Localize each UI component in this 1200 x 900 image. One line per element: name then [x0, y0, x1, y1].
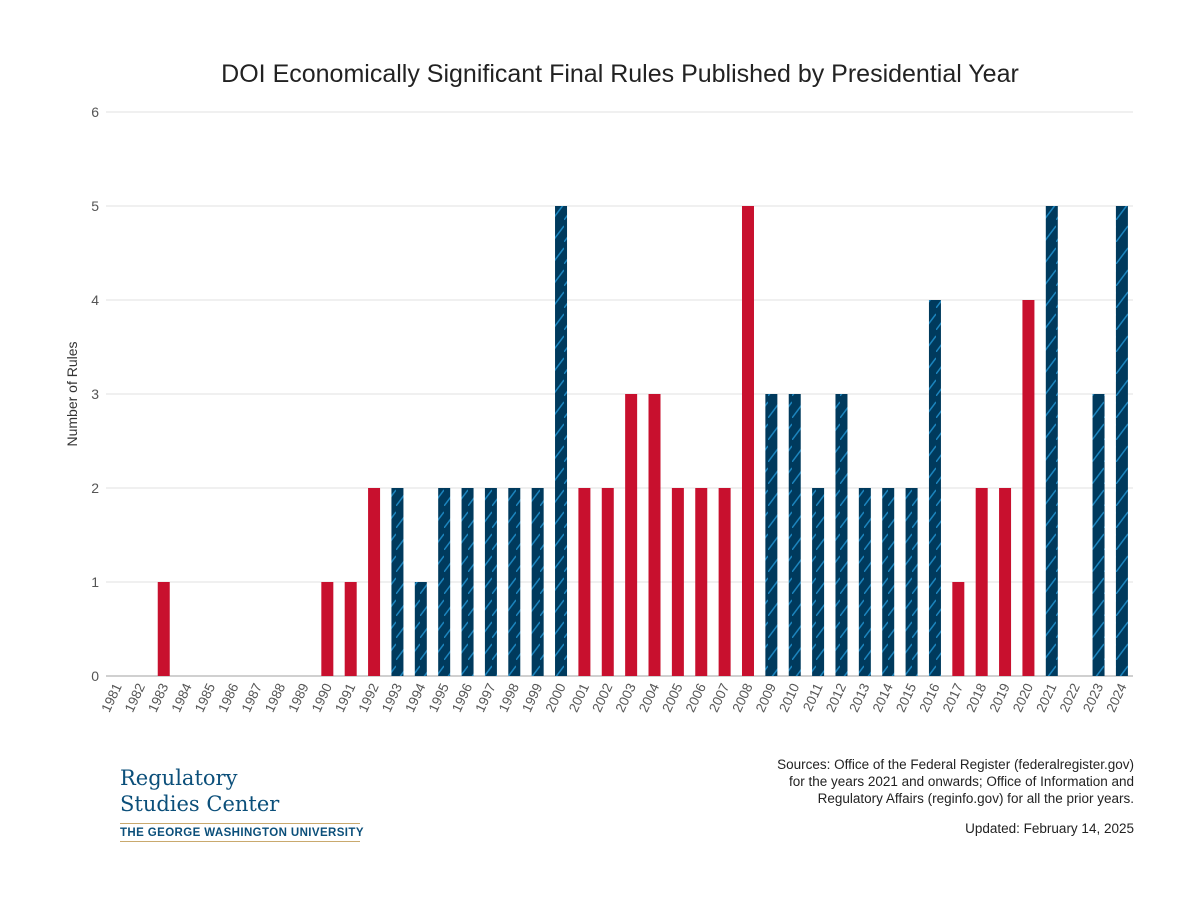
bar-2018	[975, 488, 988, 676]
bar-2017	[952, 582, 965, 676]
x-tick-label: 2023	[1080, 681, 1106, 715]
sources-line: for the years 2021 and onwards; Office o…	[789, 774, 1134, 789]
bar-2014	[882, 488, 895, 676]
x-tick-label: 1991	[332, 681, 358, 715]
x-tick-label: 2003	[613, 681, 639, 715]
logo-line-1: Regulatory	[120, 766, 238, 790]
y-axis-label: Number of Rules	[64, 341, 80, 446]
x-tick-label: 2019	[986, 681, 1012, 715]
bar-1994	[414, 582, 427, 676]
bar-1997	[484, 488, 497, 676]
rsc-logo: Regulatory Studies Center THE GEORGE WAS…	[120, 765, 364, 842]
x-tick-label: 1998	[496, 681, 522, 715]
x-tick-label: 2018	[963, 681, 989, 715]
bar-2016	[928, 300, 941, 676]
bar-2006	[695, 488, 708, 676]
bar-2003	[625, 394, 638, 676]
bar-chart: 0 1 2 3 4 5 6 19811982198319841985198619871988…	[64, 104, 1133, 715]
x-tick-label: 2001	[566, 681, 592, 715]
x-tick-label: 1988	[262, 681, 288, 715]
x-tick-label: 2012	[823, 681, 849, 715]
sources-note: Sources: Office of the Federal Register …	[777, 756, 1134, 807]
bar-2005	[671, 488, 684, 676]
x-tick-label: 2013	[846, 681, 872, 715]
x-tick-label: 2020	[1010, 681, 1036, 715]
x-tick-label: 1982	[122, 681, 148, 715]
bar-2004	[648, 394, 661, 676]
x-tick-label: 2002	[589, 681, 615, 715]
bar-2001	[578, 488, 591, 676]
logo-line-3: THE GEORGE WASHINGTON UNIVERSITY	[120, 827, 364, 839]
y-tick-label: 3	[91, 386, 99, 402]
y-tick-label: 1	[91, 574, 99, 590]
x-tick-label: 1997	[472, 681, 498, 715]
y-tick-label: 6	[91, 104, 99, 120]
bar-2020	[1022, 300, 1035, 676]
x-tick-label: 2017	[940, 681, 966, 715]
x-tick-label: 1990	[309, 681, 335, 715]
x-tick-label: 1999	[519, 681, 545, 715]
x-tick-label: 2004	[636, 680, 662, 714]
x-tick-label: 1985	[192, 681, 218, 715]
x-tick-label: 1981	[98, 681, 124, 715]
x-tick-label: 1983	[145, 681, 171, 715]
y-tick-label: 4	[91, 292, 99, 308]
x-tick-label: 2008	[729, 681, 755, 715]
x-tick-label: 1996	[449, 681, 475, 715]
x-tick-label: 2005	[659, 681, 685, 715]
bar-1990	[321, 582, 334, 676]
y-tick-label: 2	[91, 480, 99, 496]
bar-2007	[718, 488, 731, 676]
bar-1996	[461, 488, 474, 676]
sources-line: Sources: Office of the Federal Register …	[777, 757, 1134, 772]
y-tick-label: 0	[91, 668, 99, 684]
bar-2012	[835, 394, 848, 676]
bar-1998	[508, 488, 521, 676]
x-tick-label: 1984	[169, 680, 195, 714]
bar-1993	[391, 488, 404, 676]
x-tick-label: 2015	[893, 681, 919, 715]
x-tick-label: 2024	[1103, 680, 1129, 714]
bar-2019	[999, 488, 1012, 676]
updated-date: Updated: February 14, 2025	[965, 821, 1134, 836]
x-tick-label: 1994	[402, 680, 428, 714]
bar-2024	[1115, 206, 1128, 676]
x-tick-label: 2000	[542, 681, 568, 715]
bar-2013	[858, 488, 871, 676]
bar-1983	[157, 582, 170, 676]
x-tick-label: 2010	[776, 681, 802, 715]
x-tick-label: 1993	[379, 681, 405, 715]
x-tick-label: 2009	[753, 681, 779, 715]
bar-2010	[788, 394, 801, 676]
bar-1991	[344, 582, 357, 676]
logo-line-2: Studies Center	[120, 792, 280, 816]
y-tick-label: 5	[91, 198, 99, 214]
x-tick-label: 2021	[1033, 681, 1059, 715]
bar-2000	[555, 206, 568, 676]
bar-2009	[765, 394, 778, 676]
bar-2002	[601, 488, 614, 676]
bar-2015	[905, 488, 918, 676]
x-tick-label: 2022	[1057, 681, 1083, 715]
bar-2008	[741, 206, 754, 676]
sources-line: Regulatory Affairs (reginfo.gov) for all…	[817, 791, 1134, 806]
bar-2023	[1092, 394, 1105, 676]
x-tick-label: 1992	[355, 681, 381, 715]
x-tick-label: 1989	[285, 681, 311, 715]
bar-2011	[812, 488, 825, 676]
x-tick-label: 2016	[916, 681, 942, 715]
bar-2021	[1045, 206, 1058, 676]
x-tick-label: 2007	[706, 681, 732, 715]
x-tick-label: 1987	[239, 681, 265, 715]
x-tick-label: 2014	[870, 680, 896, 714]
x-tick-label: 1995	[426, 681, 452, 715]
chart-title: DOI Economically Significant Final Rules…	[221, 60, 1019, 88]
bar-1999	[531, 488, 544, 676]
x-tick-label: 2006	[683, 681, 709, 715]
bar-1992	[368, 488, 381, 676]
x-tick-label: 1986	[215, 681, 241, 715]
bar-1995	[438, 488, 451, 676]
